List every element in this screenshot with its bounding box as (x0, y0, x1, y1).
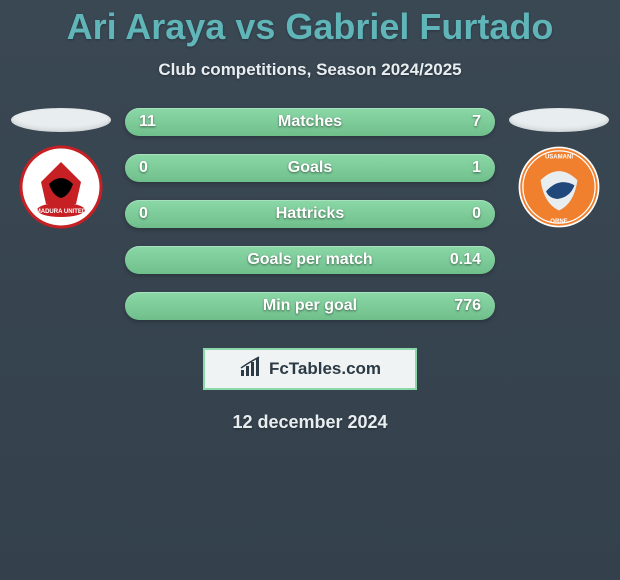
stat-left-value: 0 (139, 159, 148, 177)
stat-row: Goals per match 0.14 (125, 246, 495, 274)
subtitle: Club competitions, Season 2024/2025 (0, 60, 620, 80)
stat-label: Matches (278, 113, 342, 131)
stat-left-value: 0 (139, 205, 148, 223)
stat-label: Goals (288, 159, 332, 177)
player-photo-placeholder-right (509, 108, 609, 132)
comparison-container: MADURA UNITED USAMANI ORNE 11 Matches 7 … (0, 108, 620, 320)
left-player-column: MADURA UNITED (6, 108, 116, 230)
stats-bars: 11 Matches 7 0 Goals 1 0 Hattricks 0 Goa… (125, 108, 495, 320)
team-crest-right: USAMANI ORNE (509, 144, 609, 230)
stat-label: Goals per match (247, 251, 372, 269)
stat-row: Min per goal 776 (125, 292, 495, 320)
stat-row: 11 Matches 7 (125, 108, 495, 136)
stat-right-value: 776 (454, 297, 481, 315)
brand-badge: FcTables.com (203, 348, 417, 390)
svg-text:ORNE: ORNE (550, 219, 567, 225)
svg-text:USAMANI: USAMANI (545, 155, 573, 161)
player-photo-placeholder-left (11, 108, 111, 132)
date-text: 12 december 2024 (0, 412, 620, 433)
stat-row: 0 Goals 1 (125, 154, 495, 182)
stat-left-value: 11 (139, 113, 156, 131)
stat-right-value: 0.14 (450, 251, 481, 269)
stat-right-value: 0 (472, 205, 481, 223)
stat-right-value: 1 (472, 159, 481, 177)
right-player-column: USAMANI ORNE (504, 108, 614, 230)
stat-right-value: 7 (472, 113, 481, 131)
stat-row: 0 Hattricks 0 (125, 200, 495, 228)
team-crest-left: MADURA UNITED (11, 144, 111, 230)
svg-text:MADURA UNITED: MADURA UNITED (36, 209, 87, 215)
brand-text: FcTables.com (269, 359, 381, 379)
stat-label: Min per goal (263, 297, 357, 315)
bar-chart-icon (239, 356, 265, 383)
stat-label: Hattricks (276, 205, 344, 223)
page-title: Ari Araya vs Gabriel Furtado (0, 0, 620, 48)
